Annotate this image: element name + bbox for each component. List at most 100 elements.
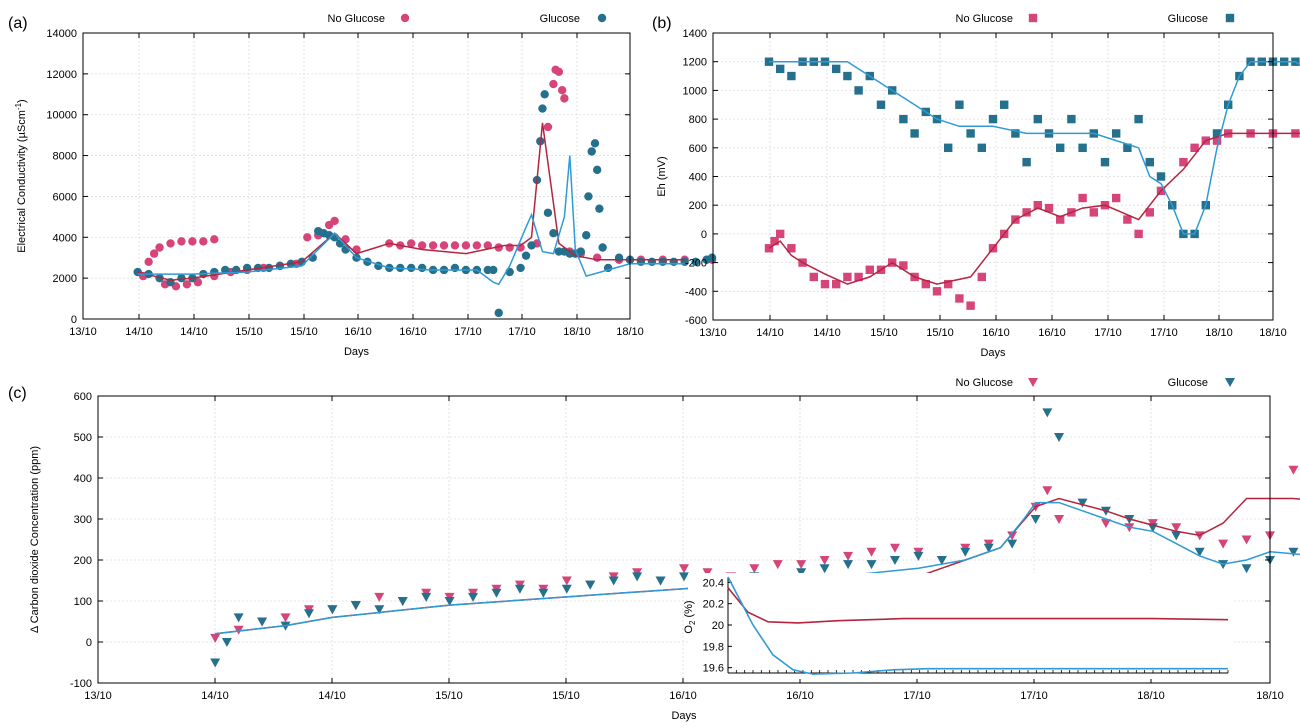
data-point-glucose bbox=[543, 208, 553, 217]
data-point-no-glucose bbox=[1054, 515, 1065, 524]
legend-label-glucose: Glucose bbox=[1168, 13, 1208, 25]
data-point-glucose bbox=[598, 243, 607, 252]
data-point-no-glucose bbox=[1134, 229, 1143, 239]
x-tick-label: 14/10 bbox=[125, 326, 153, 338]
data-point-glucose bbox=[561, 584, 572, 594]
legend-marker-glucose bbox=[1225, 378, 1235, 387]
inset-y-tick-label: 19.8 bbox=[703, 641, 724, 653]
data-point-glucose bbox=[843, 560, 854, 570]
chart-panel-1: -600 -400 -200 0 200 400 600 800 1000 1200 1400 13/… bbox=[652, 13, 1300, 359]
data-point-no-glucose bbox=[843, 551, 854, 561]
data-point-no-glucose bbox=[1288, 465, 1299, 475]
legend-label-no-glucose: No Glucose bbox=[956, 377, 1013, 389]
x-tick-label: 18/10 bbox=[616, 326, 644, 338]
x-tick-label: 14/10 bbox=[756, 327, 784, 339]
data-point-glucose bbox=[421, 592, 432, 602]
data-point-glucose bbox=[691, 257, 700, 266]
inset-y-tick-label: 20.2 bbox=[703, 599, 724, 611]
data-point-glucose bbox=[819, 564, 830, 574]
data-point-glucose bbox=[655, 576, 666, 586]
data-point-glucose bbox=[1022, 157, 1031, 167]
x-tick-label: 18/10 bbox=[1259, 327, 1287, 339]
data-point-glucose bbox=[787, 71, 796, 81]
x-tick-label: 14/10 bbox=[201, 690, 229, 702]
x-axis-label: Days bbox=[344, 346, 370, 358]
y-tick-label: 1400 bbox=[683, 28, 707, 40]
data-point-glucose bbox=[350, 601, 361, 611]
y-tick-label: 500 bbox=[74, 432, 92, 444]
y-tick-label: -200 bbox=[685, 258, 707, 270]
inset-line-no-glucose bbox=[727, 587, 1229, 624]
data-point-no-glucose bbox=[679, 564, 689, 574]
y-tick-label: -100 bbox=[70, 678, 92, 690]
x-tick-label: 15/10 bbox=[235, 326, 263, 338]
plot-frame bbox=[97, 395, 1271, 684]
data-point-no-glucose bbox=[702, 568, 713, 578]
data-point-no-glucose bbox=[182, 280, 192, 289]
data-point-glucose bbox=[516, 263, 525, 273]
data-point-glucose bbox=[494, 308, 503, 318]
y-tick-label: 14000 bbox=[46, 28, 77, 40]
data-point-glucose bbox=[899, 114, 908, 124]
y-tick-label: 2000 bbox=[53, 273, 77, 285]
data-point-glucose bbox=[1112, 129, 1121, 138]
data-point-glucose bbox=[636, 257, 646, 266]
data-point-no-glucose bbox=[560, 94, 569, 103]
data-point-glucose bbox=[590, 139, 600, 148]
data-point-glucose bbox=[1054, 433, 1065, 442]
data-point-glucose bbox=[491, 588, 502, 598]
data-point-no-glucose bbox=[1190, 143, 1199, 152]
data-point-no-glucose bbox=[843, 272, 852, 282]
y-tick-label: 0 bbox=[701, 229, 707, 241]
data-point-no-glucose bbox=[144, 257, 153, 266]
data-point-no-glucose bbox=[149, 249, 159, 258]
data-point-no-glucose bbox=[1218, 539, 1229, 549]
data-point-no-glucose bbox=[155, 243, 164, 252]
data-point-glucose bbox=[669, 257, 678, 266]
data-point-glucose bbox=[177, 273, 186, 283]
data-point-glucose bbox=[608, 576, 619, 586]
trend-line-glucose bbox=[769, 60, 1300, 235]
data-point-no-glucose bbox=[865, 265, 874, 274]
data-point-no-glucose bbox=[188, 237, 197, 246]
data-point-no-glucose bbox=[1100, 519, 1111, 529]
y-tick-label: 12000 bbox=[46, 69, 77, 81]
legend-label-no-glucose: No Glucose bbox=[956, 13, 1013, 25]
data-point-no-glucose bbox=[303, 233, 312, 242]
data-point-glucose bbox=[1194, 547, 1205, 557]
panel-label: (b) bbox=[652, 15, 672, 32]
data-point-glucose bbox=[407, 263, 416, 273]
data-point-glucose bbox=[910, 129, 919, 138]
data-point-no-glucose bbox=[854, 272, 863, 282]
data-point-no-glucose bbox=[1179, 157, 1188, 167]
legend-label-glucose: Glucose bbox=[1168, 377, 1208, 389]
data-point-no-glucose bbox=[483, 241, 492, 250]
inset-background bbox=[688, 573, 1232, 679]
x-tick-label: 13/10 bbox=[699, 327, 727, 339]
y-tick-label: 300 bbox=[74, 514, 92, 526]
data-point-no-glucose bbox=[210, 235, 219, 244]
data-point-glucose bbox=[1030, 515, 1041, 524]
data-point-glucose bbox=[521, 251, 531, 260]
inset-y-tick-label: 20.4 bbox=[703, 577, 724, 589]
data-point-glucose bbox=[1171, 531, 1182, 541]
x-tick-label: 15/10 bbox=[290, 326, 318, 338]
x-tick-label: 16/10 bbox=[344, 326, 372, 338]
y-tick-label: 600 bbox=[689, 143, 707, 155]
data-point-glucose bbox=[614, 253, 624, 262]
x-tick-label: 18/10 bbox=[1205, 327, 1233, 339]
data-point-no-glucose bbox=[889, 543, 900, 553]
chart-panel-2: -100 0 100 200 300 400 500 600 13/10 14/10 14/10 15… bbox=[8, 377, 1300, 722]
legend-label-glucose: Glucose bbox=[540, 13, 580, 25]
x-tick-label: 14/10 bbox=[318, 690, 346, 702]
data-point-glucose bbox=[832, 64, 841, 74]
x-tick-label: 14/10 bbox=[180, 326, 208, 338]
data-point-glucose bbox=[210, 658, 221, 668]
data-point-glucose bbox=[374, 605, 385, 615]
data-point-no-glucose bbox=[439, 241, 449, 250]
data-point-no-glucose bbox=[832, 279, 841, 289]
inset-line-glucose bbox=[727, 576, 1228, 675]
data-point-glucose bbox=[527, 241, 536, 250]
data-point-no-glucose bbox=[932, 287, 942, 296]
